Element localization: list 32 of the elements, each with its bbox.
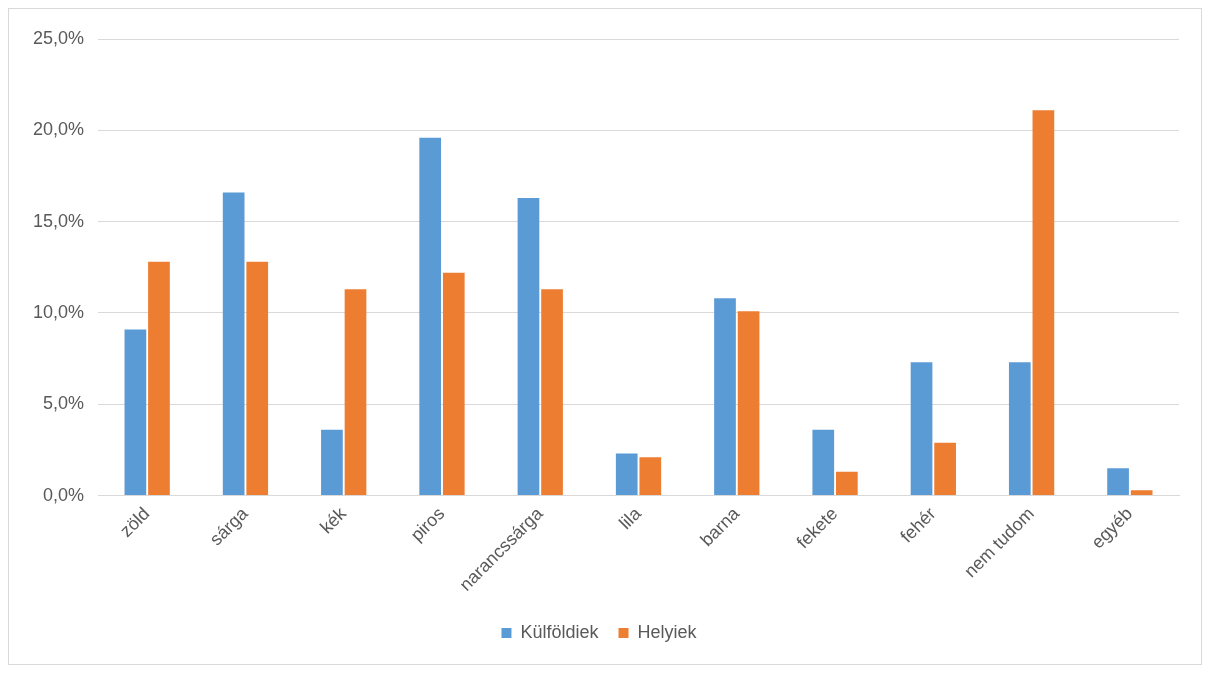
- bar: [148, 261, 170, 496]
- bar: [344, 289, 367, 496]
- bar: [541, 289, 563, 496]
- bar: [812, 429, 835, 496]
- bar: [1130, 490, 1153, 496]
- bar: [442, 272, 465, 496]
- y-tick-label: 20,0%: [32, 119, 85, 140]
- bar: [517, 197, 540, 496]
- bar: [419, 137, 442, 496]
- y-tick-label: 10,0%: [32, 301, 85, 322]
- bar: [615, 453, 638, 496]
- bar: [934, 442, 956, 496]
- y-tick-label: 15,0%: [32, 210, 85, 231]
- bar: [714, 298, 736, 496]
- y-tick-label: 5,0%: [43, 393, 85, 414]
- bar: [910, 362, 933, 496]
- bar: [222, 192, 245, 496]
- bar: [1107, 468, 1129, 496]
- x-tick-label: kék: [316, 502, 351, 538]
- bar: [246, 261, 269, 496]
- x-tick-label: lila: [615, 502, 646, 534]
- y-tick-label: 25,0%: [32, 27, 85, 48]
- legend-label: Helyiek: [637, 621, 698, 642]
- bar: [1032, 110, 1055, 496]
- bar: [1008, 362, 1031, 496]
- bar: [836, 471, 858, 496]
- legend-label: Külföldiek: [520, 621, 600, 642]
- bar: [124, 329, 147, 496]
- bar: [737, 311, 760, 496]
- bar: [639, 457, 662, 496]
- bar: [321, 429, 343, 496]
- y-tick-label: 0,0%: [43, 484, 85, 505]
